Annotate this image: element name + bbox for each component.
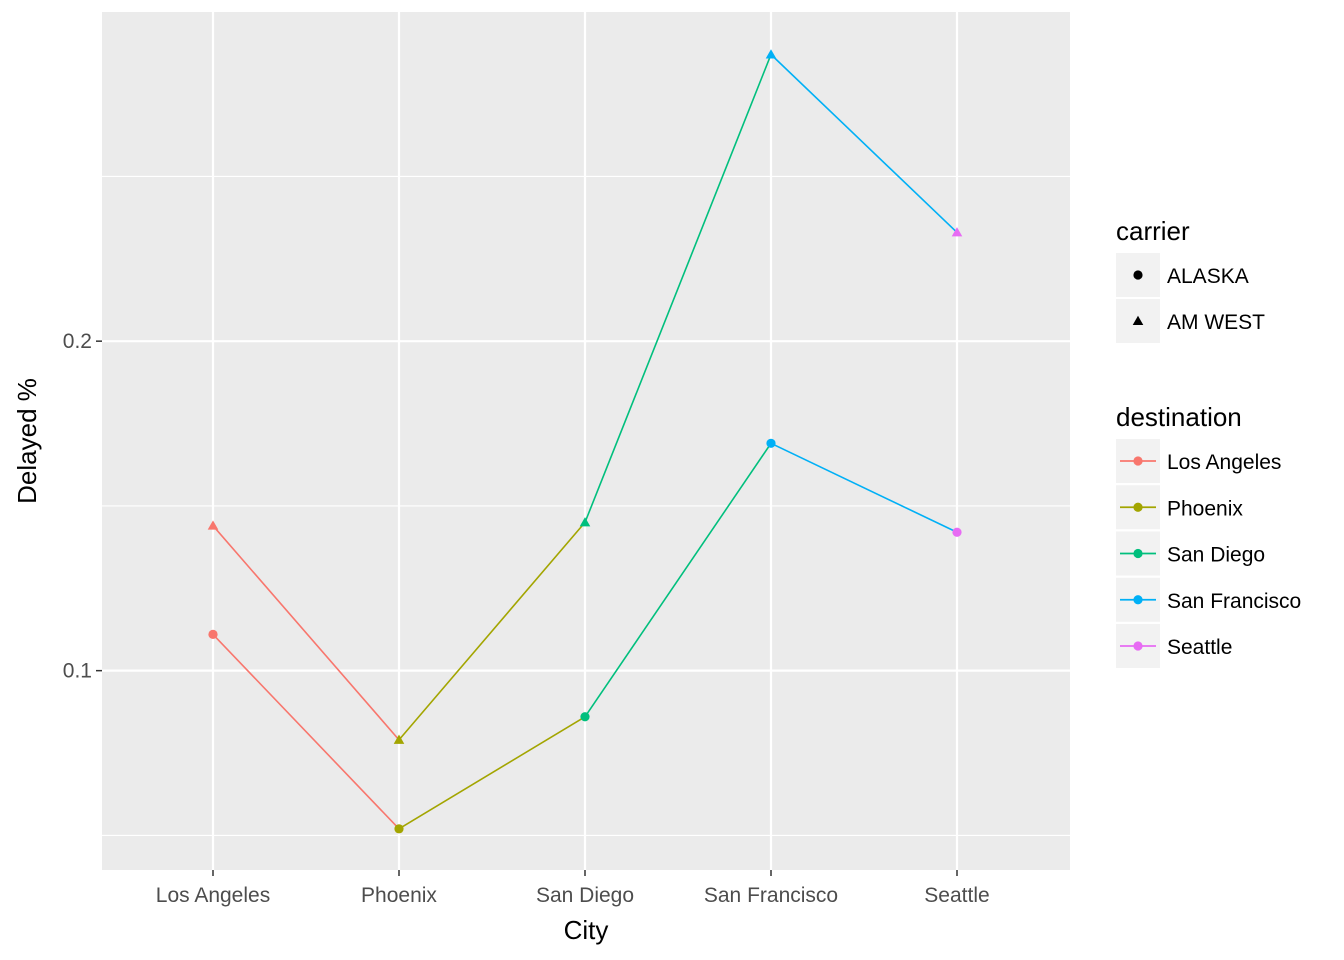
legend-destination-marker bbox=[1133, 502, 1143, 512]
x-tick-label: Los Angeles bbox=[156, 884, 270, 907]
x-axis: Los Angeles Phoenix San Diego San Francisco… bbox=[156, 870, 990, 907]
data-point bbox=[952, 527, 962, 537]
legend-carrier-marker bbox=[1133, 270, 1143, 280]
series-line-segment bbox=[212, 525, 400, 741]
data-point bbox=[766, 438, 776, 448]
series-lines bbox=[212, 53, 958, 830]
legend-label: San Francisco bbox=[1167, 590, 1301, 613]
series-line-segment bbox=[584, 54, 772, 523]
series-line-segment bbox=[398, 521, 586, 741]
legend-label: Los Angeles bbox=[1167, 451, 1281, 474]
data-point bbox=[579, 517, 591, 527]
legend-destination-marker bbox=[1133, 641, 1143, 651]
x-tick-label: Seattle bbox=[924, 884, 989, 907]
legend-carrier-title: carrier bbox=[1116, 216, 1190, 246]
x-tick-label: San Diego bbox=[536, 884, 634, 907]
legend-carrier: ALASKA AM WEST bbox=[1116, 253, 1265, 343]
series-line-segment bbox=[398, 716, 586, 830]
series-line-segment bbox=[770, 442, 958, 533]
data-point bbox=[394, 824, 404, 834]
legend-carrier-marker bbox=[1132, 315, 1144, 325]
data-point bbox=[765, 49, 777, 59]
series-line-segment bbox=[212, 633, 400, 830]
series-points bbox=[207, 49, 963, 834]
grid-major bbox=[102, 12, 1070, 870]
legend-destination-marker bbox=[1133, 456, 1143, 466]
data-point bbox=[208, 629, 218, 640]
series-line-segment bbox=[584, 442, 772, 718]
legend-label: San Diego bbox=[1167, 544, 1265, 567]
y-axis-title: Delayed % bbox=[12, 378, 42, 504]
x-tick-label: San Francisco bbox=[704, 884, 838, 907]
series-line-segment bbox=[770, 53, 958, 234]
legend-label: Seattle bbox=[1167, 636, 1232, 659]
legend-destination-marker bbox=[1133, 595, 1143, 605]
x-axis-title: City bbox=[564, 915, 609, 945]
legend-label: Phoenix bbox=[1167, 497, 1243, 520]
data-point bbox=[951, 227, 963, 237]
data-point bbox=[393, 734, 405, 744]
x-tick-label: Phoenix bbox=[361, 884, 437, 907]
legend-destination-title: destination bbox=[1116, 402, 1242, 432]
y-tick-label: 0.1 bbox=[63, 660, 92, 683]
y-axis: 0.1 0.2 bbox=[63, 330, 102, 683]
legend-label: ALASKA bbox=[1167, 265, 1249, 288]
data-point bbox=[580, 712, 590, 722]
legend: carrier ALASKA AM WEST destination Los An… bbox=[1116, 216, 1301, 668]
y-tick-label: 0.2 bbox=[63, 330, 92, 353]
legend-destination-marker bbox=[1133, 548, 1143, 559]
legend-label: AM WEST bbox=[1167, 311, 1265, 334]
data-point bbox=[207, 520, 219, 530]
legend-destination: Los Angeles Phoenix San Diego San Francisco… bbox=[1116, 439, 1301, 668]
